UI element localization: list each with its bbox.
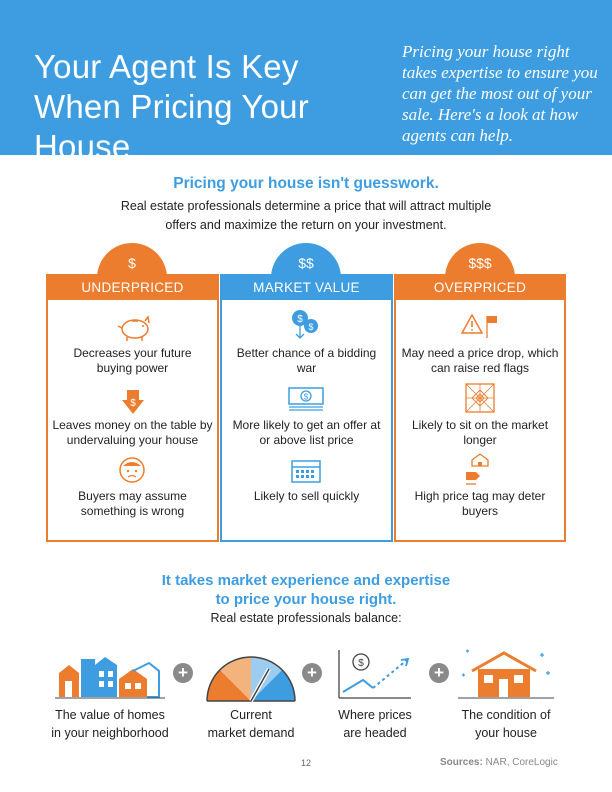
- bottom-heading-line-1: It takes market experience and expertise: [161, 572, 451, 589]
- page-number: 12: [300, 758, 311, 768]
- overpriced-item-2: Likely to sit on the market longer: [411, 418, 549, 447]
- factor-prices-label: Where prices are headed: [338, 708, 412, 740]
- svg-text:$: $: [358, 658, 364, 669]
- bottom-heading: It takes market experience and expertise…: [0, 571, 612, 609]
- overpriced-header: OVERPRICED: [394, 274, 566, 300]
- neighborhood-homes-icon: [55, 657, 165, 699]
- price-trend-icon: $: [338, 650, 411, 699]
- cobweb-icon: [465, 383, 495, 413]
- svg-text:$: $: [308, 322, 313, 332]
- underpriced-item-3: Buyers may assume something is wrong: [78, 489, 187, 518]
- demand-gauge-icon: [206, 656, 296, 702]
- market-value-item-2: More likely to get an offer at or above …: [232, 418, 381, 447]
- plus-icon: +: [429, 663, 449, 683]
- page-title: Your Agent Is Key When Pricing Your Hous…: [34, 48, 309, 165]
- intro-heading: Pricing your house isn't guesswork.: [173, 175, 439, 192]
- overpriced-item-1: May need a price drop, which can raise r…: [401, 346, 559, 375]
- overpriced-item-3: High price tag may deter buyers: [414, 489, 546, 518]
- factor-demand-label: Current market demand: [207, 708, 295, 740]
- factor-neighborhood-label: The value of homes in your neighborhood: [51, 708, 169, 740]
- down-arrow-dollar-icon: $: [122, 390, 144, 414]
- overpriced-column: [394, 274, 566, 542]
- sources-note: Sources: NAR, CoreLogic: [440, 757, 558, 768]
- worried-person-icon: [119, 457, 145, 483]
- svg-text:$: $: [297, 314, 303, 325]
- market-value-item-1: Better chance of a bidding war: [236, 346, 377, 375]
- market-value-header: MARKET VALUE: [220, 274, 393, 300]
- underpriced-item-1: Decreases your future buying power: [73, 346, 192, 375]
- bottom-subheading: Real estate professionals balance:: [210, 611, 402, 625]
- svg-text:$: $: [304, 393, 309, 402]
- page-subtitle: Pricing your house right takes expertise…: [402, 42, 598, 145]
- dollar-coins-icon: $ $: [292, 310, 318, 339]
- svg-text:$: $: [130, 398, 136, 409]
- bottom-heading-line-2: to price your house right.: [215, 591, 397, 608]
- money-stack-icon: $: [288, 387, 324, 411]
- plus-icon: +: [173, 663, 193, 683]
- plus-icon: +: [302, 663, 322, 683]
- piggy-bank-icon: [117, 315, 150, 341]
- factor-condition-label: The condition of your house: [461, 708, 551, 740]
- header-banner: [0, 0, 612, 155]
- calendar-icon: [291, 460, 321, 483]
- intro-text: Real estate professionals determine a pr…: [120, 199, 492, 232]
- underpriced-item-2: Leaves money on the table by undervaluin…: [52, 418, 213, 447]
- underpriced-header: UNDERPRICED: [46, 274, 219, 300]
- warning-flag-icon: [461, 313, 497, 338]
- house-price-tag-icon: [466, 453, 489, 485]
- house-condition-icon: [458, 649, 554, 699]
- market-value-item-3: Likely to sell quickly: [253, 489, 360, 503]
